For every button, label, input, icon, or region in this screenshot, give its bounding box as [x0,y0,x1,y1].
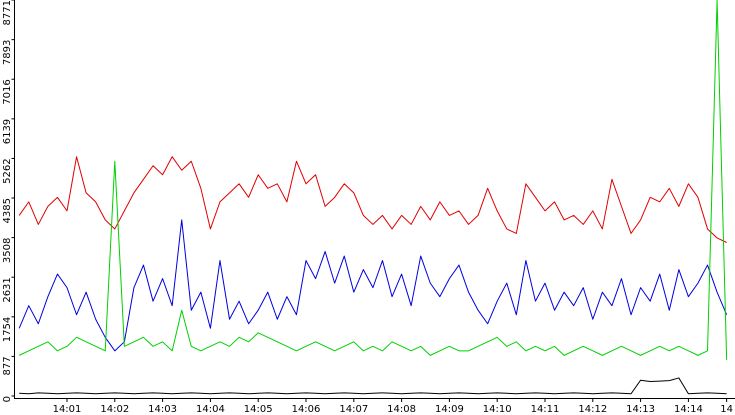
x-tick-label: 14 [720,404,733,415]
x-tick-label: 14:14 [674,404,703,415]
y-tick-label: 4385 [2,198,13,223]
x-tick-label: 14:05 [244,404,273,415]
y-tick-label: 5262 [2,158,13,183]
x-tick-label: 14:11 [531,404,560,415]
series-line [18,156,727,243]
x-tick-label: 14:04 [196,404,225,415]
x-tick-label: 14:13 [626,404,655,415]
x-tick-label: 14:01 [53,404,82,415]
series-line [18,0,728,360]
y-tick-label: 7016 [2,79,13,104]
series-line [19,377,727,395]
x-tick-label: 14:09 [435,404,464,415]
y-tick-label: 1754 [2,317,13,342]
y-tick-label: 7893 [2,40,13,65]
x-tick-label: 14:03 [148,404,177,415]
y-tick-label: 3508 [2,238,13,263]
series-line [18,219,728,352]
x-tick-label: 14:12 [578,404,607,415]
x-tick-label: 14:08 [387,404,416,415]
x-tick-label: 14:07 [339,404,368,415]
x-tick-label: 14:10 [483,404,512,415]
x-tick-label: 14:06 [292,404,321,415]
y-tick-label: 877 [2,356,13,375]
y-tick-label: 8771 [2,0,13,25]
x-tick-label: 14:02 [100,404,129,415]
y-tick-label: 2631 [2,277,13,302]
y-tick-label: 0 [2,396,13,402]
y-tick-label: 6139 [2,119,13,144]
